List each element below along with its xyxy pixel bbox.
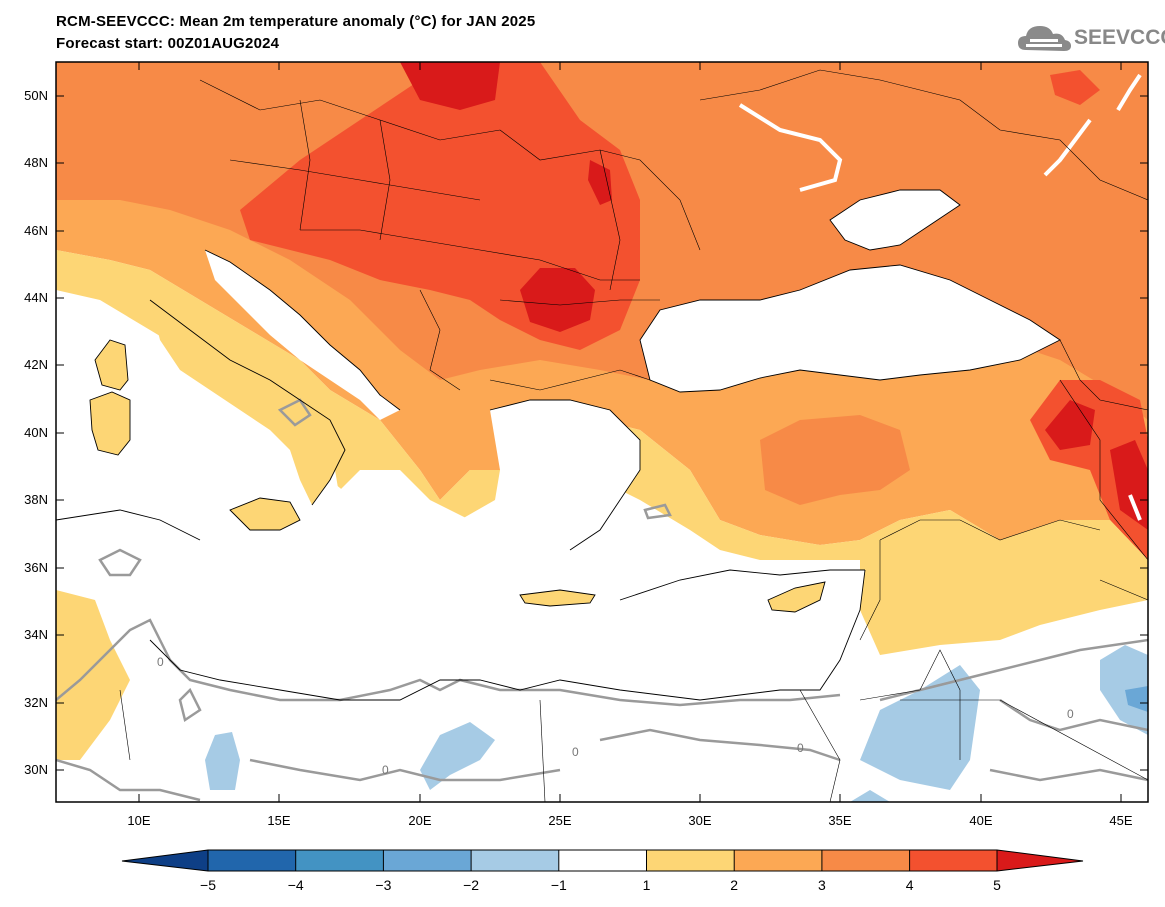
red-patch-ne xyxy=(1050,70,1100,105)
colorbar-labels: −5 −4 −3 −2 −1 1 2 3 4 5 xyxy=(200,877,1001,893)
colorbar-segment xyxy=(208,850,296,871)
colorbar-tick-label: −5 xyxy=(200,877,216,893)
forecast-start-label: Forecast start: 00Z01AUG2024 xyxy=(56,35,280,52)
contour-label: 0 xyxy=(797,741,804,755)
colorbar-tick-label: −3 xyxy=(375,877,391,893)
lon-label: 10E xyxy=(127,813,150,828)
corsica xyxy=(95,340,128,390)
colorbar: −5 −4 −3 −2 −1 1 2 3 4 5 xyxy=(121,849,1084,893)
map-title: RCM-SEEVCCC: Mean 2m temperature anomaly… xyxy=(56,13,536,30)
dark-red-spot-moldova xyxy=(588,160,612,205)
blue-patch-iraq xyxy=(1100,645,1148,735)
colorbar-segment xyxy=(471,850,559,871)
colorbar-tick-label: 2 xyxy=(730,877,738,893)
aegean-sea xyxy=(490,400,640,550)
cloud-icon xyxy=(1018,26,1071,51)
contour-labels: 0 0 0 0 0 xyxy=(157,655,1074,777)
colorbar-arrow-high xyxy=(997,850,1083,871)
dark-red-spot-iran xyxy=(1110,440,1148,530)
colorbar-arrow-low xyxy=(122,850,208,871)
tyrrhenian-sea xyxy=(56,290,340,520)
colorbar-tick-label: 1 xyxy=(643,877,651,893)
colorbar-tick-label: 5 xyxy=(993,877,1001,893)
turkey-orange-patch xyxy=(760,415,910,505)
sicily xyxy=(230,498,300,530)
lat-label: 50N xyxy=(24,88,48,103)
lon-label: 40E xyxy=(969,813,992,828)
colorbar-tick-label: 3 xyxy=(818,877,826,893)
lat-label: 34N xyxy=(24,627,48,642)
lon-label: 20E xyxy=(408,813,431,828)
colorbar-tick-label: 4 xyxy=(906,877,914,893)
latitude-labels: 50N 48N 46N 44N 42N 40N 38N 36N 34N 32N … xyxy=(24,88,48,777)
colorbar-segment xyxy=(821,850,910,871)
lat-label: 38N xyxy=(24,492,48,507)
lat-label: 44N xyxy=(24,290,48,305)
lon-label: 30E xyxy=(688,813,711,828)
coastlines xyxy=(56,189,1061,701)
dark-red-spot-romania xyxy=(520,268,595,332)
dark-red-spot-north xyxy=(400,62,500,110)
map-frame xyxy=(55,61,1149,803)
contour-label: 0 xyxy=(382,763,389,777)
lat-label: 48N xyxy=(24,155,48,170)
italy-land xyxy=(150,300,345,505)
country-borders xyxy=(119,69,1148,802)
rivers xyxy=(738,73,1142,521)
adriatic-sea xyxy=(205,250,400,420)
crimea-azov xyxy=(830,190,960,250)
colorbar-tick-label: −2 xyxy=(463,877,479,893)
lat-label: 36N xyxy=(24,560,48,575)
yellow-region-turkey-levant xyxy=(560,420,1148,655)
colorbar-tick-label: −1 xyxy=(551,877,567,893)
lon-label: 15E xyxy=(267,813,290,828)
lat-label: 46N xyxy=(24,223,48,238)
blue-patch-egypt xyxy=(420,722,495,790)
blue-dark-patch-iraq xyxy=(1125,686,1148,712)
lat-label: 32N xyxy=(24,695,48,710)
colorbar-segment xyxy=(646,850,735,871)
blue-patch-saudi xyxy=(860,665,980,790)
colorbar-segment xyxy=(909,850,997,871)
lat-label: 42N xyxy=(24,357,48,372)
lon-label: 35E xyxy=(828,813,851,828)
crete xyxy=(520,590,595,606)
yellow-region-libya-west xyxy=(56,590,130,760)
longitude-ticks xyxy=(138,62,1122,802)
contour-label: 0 xyxy=(157,655,164,669)
colorbar-segment xyxy=(295,850,384,871)
cyprus xyxy=(768,582,825,612)
mediterranean-sea xyxy=(56,470,865,700)
anomaly-field: 0 0 0 0 0 xyxy=(56,62,1148,802)
dark-red-spot-east xyxy=(1045,400,1095,450)
colorbar-segment xyxy=(734,850,822,871)
black-sea xyxy=(640,265,1060,392)
lon-label: 45E xyxy=(1109,813,1132,828)
blue-patch-south xyxy=(850,790,890,802)
colorbar-tick-label: −4 xyxy=(288,877,304,893)
longitude-labels: 10E 15E 20E 25E 30E 35E 40E 45E xyxy=(127,813,1132,828)
latitude-ticks xyxy=(56,95,1148,771)
colorbar-segment xyxy=(383,850,472,871)
logo-text: SEEVCCC xyxy=(1074,26,1165,49)
contour-label: 0 xyxy=(572,745,579,759)
blue-patch-libya xyxy=(205,732,240,790)
contour-label: 0 xyxy=(1067,707,1074,721)
lat-label: 30N xyxy=(24,762,48,777)
lon-label: 25E xyxy=(548,813,571,828)
seevccc-logo: SEEVCCC xyxy=(1016,20,1165,60)
sardinia xyxy=(90,392,130,455)
lat-label: 40N xyxy=(24,425,48,440)
colorbar-segment xyxy=(558,850,647,871)
